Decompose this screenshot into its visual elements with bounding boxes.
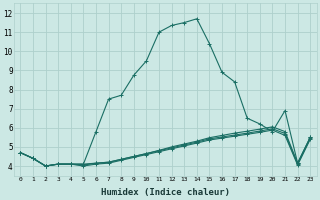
X-axis label: Humidex (Indice chaleur): Humidex (Indice chaleur) — [101, 188, 230, 197]
